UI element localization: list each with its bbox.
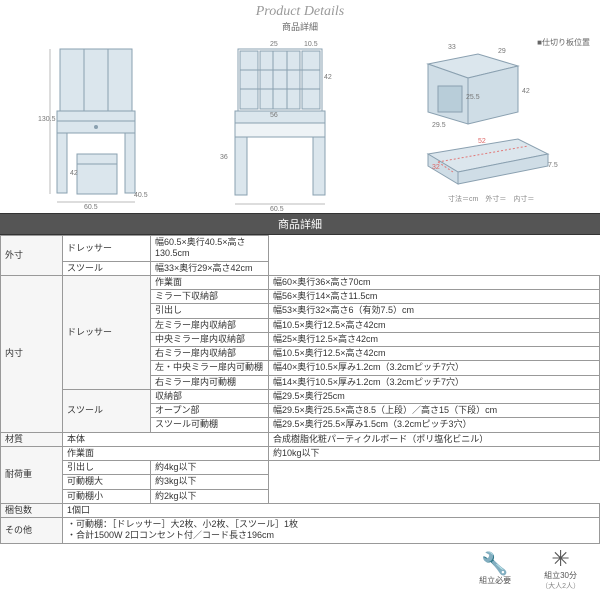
sparkle-icon: ✳ [551, 548, 569, 570]
cell-key: 作業面 [63, 446, 269, 460]
cell-value: 幅10.5×奥行12.5×高さ42cm [269, 318, 600, 332]
dim-w: 60.5 [84, 204, 98, 211]
cell-key: 引出し [151, 304, 269, 318]
cell-value: ・可動棚：［ドレッサー］大2枚、小2枚、［スツール］1枚 ・合計1500W 2口… [63, 518, 600, 544]
cell-key: 引出し [63, 461, 151, 475]
dim-sh2: 42 [522, 88, 530, 95]
table-row: 材質本体合成樹脂化粧パーティクルボード（ポリ塩化ビニル） [1, 432, 600, 446]
cell-value: 幅29.5×奥行25.5×高さ8.5（上段）／高さ15（下段）cm [269, 404, 600, 418]
badge-assembly-time: ✳ 組立30分 （大人2人） [541, 548, 580, 591]
row-group-1: その他 [1, 518, 63, 544]
row-group-1: 外寸 [1, 236, 63, 276]
table-row: 外寸ドレッサー幅60.5×奥行40.5×高さ130.5cm [1, 236, 600, 262]
badge-sub: （大人2人） [541, 581, 580, 591]
script-title: Product Details [0, 4, 600, 20]
cell-value: 幅25×奥行12.5×高さ42cm [269, 332, 600, 346]
cell-value: 約10kg以下 [269, 446, 600, 460]
row-group-1: 耐荷重 [1, 446, 63, 503]
cell-value: 1個口 [63, 503, 600, 517]
cell-key: 可動棚小 [63, 489, 151, 503]
table-row: 梱包数1個口 [1, 503, 600, 517]
footer-badges: 🔧 組立必要 ✳ 組立30分 （大人2人） [0, 544, 600, 591]
cell-key: ドレッサー [63, 236, 151, 262]
cell-value: 幅60.5×奥行40.5×高さ130.5cm [151, 236, 269, 262]
dim-m1: 25 [270, 41, 278, 48]
diagram-area: ■仕切り板位置 130.5 60.5 40.5 42 [0, 35, 600, 213]
dim-stool-h: 42 [70, 170, 78, 177]
page-header: Product Details 商品詳細 [0, 0, 600, 35]
dim-sd: 29 [498, 48, 506, 55]
row-group-1: 材質 [1, 432, 63, 446]
cell-value: 約2kg以下 [151, 489, 269, 503]
table-row: 可動棚大約3kg以下 [1, 475, 600, 489]
cell-key: オープン部 [151, 404, 269, 418]
dim-m2: 10.5 [304, 41, 318, 48]
dim-siw: 29.5 [432, 122, 446, 129]
legend: 寸法＝cm 外寸＝ 内寸＝ [448, 194, 534, 204]
cell-value: 幅29.5×奥行25cm [269, 389, 600, 403]
cell-value: 約4kg以下 [151, 461, 269, 475]
diagram-dresser-front: 130.5 60.5 40.5 42 [42, 44, 152, 209]
dim-d: 40.5 [134, 192, 148, 199]
cell-key: 左・中央ミラー扉内可動棚 [151, 361, 269, 375]
cell-key: 中央ミラー扉内収納部 [151, 332, 269, 346]
dim-tw: 60.5 [270, 206, 284, 213]
cell-key: 右ミラー扉内収納部 [151, 347, 269, 361]
cell-value: 幅33×奥行29×高さ42cm [151, 261, 269, 275]
dim-tray-d: 32 [432, 164, 440, 171]
dim-dw: 56 [270, 112, 278, 119]
sub-title: 商品詳細 [0, 20, 600, 33]
cell-value: 幅40×奥行10.5×厚み1.2cm（3.2cmピッチ7穴） [269, 361, 600, 375]
cell-value: 幅14×奥行10.5×厚み1.2cm（3.2cmピッチ7穴） [269, 375, 600, 389]
dim-sw: 33 [448, 44, 456, 51]
spec-table: 外寸ドレッサー幅60.5×奥行40.5×高さ130.5cmスツール幅33×奥行2… [0, 235, 600, 544]
cell-key: 右ミラー扉内可動棚 [151, 375, 269, 389]
table-row: その他・可動棚：［ドレッサー］大2枚、小2枚、［スツール］1枚 ・合計1500W… [1, 518, 600, 544]
badge-label: 組立必要 [479, 575, 511, 586]
badge-assembly-required: 🔧 組立必要 [479, 553, 511, 586]
cell-key: ミラー下収納部 [151, 290, 269, 304]
dim-tray-h: 7.5 [548, 162, 558, 169]
cell-key: 左ミラー扉内収納部 [151, 318, 269, 332]
table-row: 耐荷重作業面約10kg以下 [1, 446, 600, 460]
cell-value: 幅10.5×奥行12.5×高さ42cm [269, 347, 600, 361]
cell-key: スツール [63, 261, 151, 275]
diagram-dresser-inside: 25 10.5 42 60.5 36 56 [220, 44, 340, 209]
dim-mh: 42 [324, 74, 332, 81]
cell-value: 幅53×奥行32×高さ6（有効7.5）cm [269, 304, 600, 318]
row-group-1: 内寸 [1, 275, 63, 432]
dim-tray-w: 52 [478, 138, 486, 145]
spec-table-title: 商品詳細 [0, 213, 600, 235]
row-group-2: スツール [63, 389, 151, 432]
table-row: 引出し約4kg以下 [1, 461, 600, 475]
table-row: 可動棚小約2kg以下 [1, 489, 600, 503]
cell-key: 収納部 [151, 389, 269, 403]
cell-value: 幅60×奥行36×高さ70cm [269, 275, 600, 289]
cell-key: スツール可動棚 [151, 418, 269, 432]
table-row: スツール収納部幅29.5×奥行25cm [1, 389, 600, 403]
cell-value: 幅29.5×奥行25.5×厚み1.5cm（3.2cmピッチ3穴） [269, 418, 600, 432]
dim-sh: 36 [220, 154, 228, 161]
dim-si: 25.5 [466, 94, 480, 101]
table-row: 内寸ドレッサー作業面幅60×奥行36×高さ70cm [1, 275, 600, 289]
diagram-stool-drawer: 33 29 42 25.5 29.5 52 32 7.5 寸法＝cm 外寸＝ 内… [408, 44, 558, 209]
wrench-icon: 🔧 [481, 553, 508, 575]
cell-key: 作業面 [151, 275, 269, 289]
row-group-2: ドレッサー [63, 275, 151, 389]
badge-label: 組立30分 [544, 570, 577, 581]
cell-value: 合成樹脂化粧パーティクルボード（ポリ塩化ビニル） [269, 432, 600, 446]
dim-h: 130.5 [38, 116, 56, 123]
cell-value: 幅56×奥行14×高さ11.5cm [269, 290, 600, 304]
cell-key: 可動棚大 [63, 475, 151, 489]
cell-value: 約3kg以下 [151, 475, 269, 489]
table-row: スツール幅33×奥行29×高さ42cm [1, 261, 600, 275]
row-group-1: 梱包数 [1, 503, 63, 517]
cell-key: 本体 [63, 432, 269, 446]
